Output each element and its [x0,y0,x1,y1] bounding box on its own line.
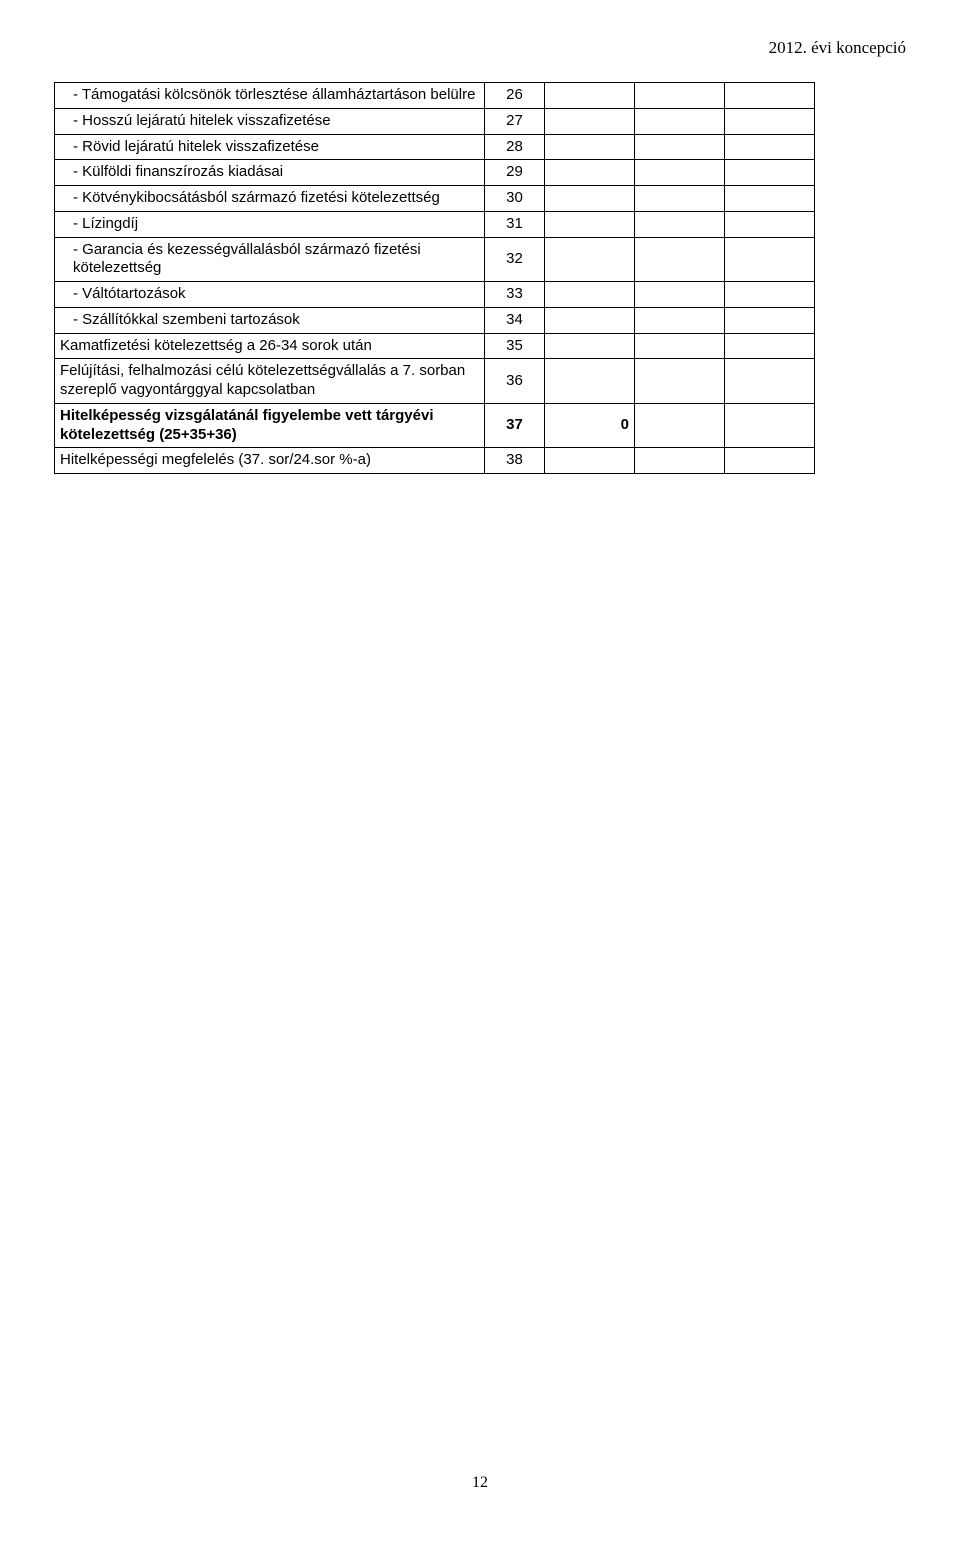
table-row: Felújítási, felhalmozási célú kötelezett… [55,359,815,404]
row-value-c [545,108,635,134]
row-value-e [725,333,815,359]
row-value-e [725,237,815,282]
row-value-d [635,211,725,237]
row-value-c [545,282,635,308]
row-value-c [545,359,635,404]
row-number: 32 [485,237,545,282]
row-value-c [545,211,635,237]
row-label: Hitelképességi megfelelés (37. sor/24.so… [55,448,485,474]
row-label: - Váltótartozások [55,282,485,308]
row-value-d [635,83,725,109]
row-label: - Külföldi finanszírozás kiadásai [55,160,485,186]
row-number: 29 [485,160,545,186]
table-row: - Szállítókkal szembeni tartozások34 [55,307,815,333]
row-value-d [635,108,725,134]
table-row: Hitelképesség vizsgálatánál figyelembe v… [55,403,815,448]
row-number: 27 [485,108,545,134]
table-row: - Rövid lejáratú hitelek visszafizetése2… [55,134,815,160]
row-label: Kamatfizetési kötelezettség a 26-34 soro… [55,333,485,359]
row-number: 38 [485,448,545,474]
row-value-d [635,333,725,359]
row-value-c: 0 [545,403,635,448]
row-value-c [545,160,635,186]
table-container: - Támogatási kölcsönök törlesztése állam… [54,82,814,474]
row-value-e [725,211,815,237]
row-label: - Szállítókkal szembeni tartozások [55,307,485,333]
row-label: Felújítási, felhalmozási célú kötelezett… [55,359,485,404]
row-value-d [635,282,725,308]
page-number: 12 [0,1474,960,1492]
table-row: - Lízingdíj31 [55,211,815,237]
data-table: - Támogatási kölcsönök törlesztése állam… [54,82,815,474]
table-row: - Váltótartozások33 [55,282,815,308]
row-value-d [635,160,725,186]
row-value-e [725,160,815,186]
row-value-e [725,282,815,308]
row-value-d [635,186,725,212]
row-label: - Garancia és kezességvállalásból szárma… [55,237,485,282]
row-value-e [725,186,815,212]
row-number: 28 [485,134,545,160]
row-value-d [635,403,725,448]
row-value-e [725,108,815,134]
row-value-c [545,83,635,109]
row-number: 30 [485,186,545,212]
row-label: Hitelképesség vizsgálatánál figyelembe v… [55,403,485,448]
row-value-e [725,134,815,160]
table-row: - Támogatási kölcsönök törlesztése állam… [55,83,815,109]
row-value-d [635,237,725,282]
row-label: - Támogatási kölcsönök törlesztése állam… [55,83,485,109]
table-row: Kamatfizetési kötelezettség a 26-34 soro… [55,333,815,359]
row-label: - Hosszú lejáratú hitelek visszafizetése [55,108,485,134]
row-number: 35 [485,333,545,359]
row-label: - Rövid lejáratú hitelek visszafizetése [55,134,485,160]
row-number: 37 [485,403,545,448]
row-value-e [725,403,815,448]
row-value-e [725,307,815,333]
row-value-c [545,186,635,212]
table-row: Hitelképességi megfelelés (37. sor/24.so… [55,448,815,474]
row-number: 36 [485,359,545,404]
row-value-d [635,307,725,333]
row-value-d [635,134,725,160]
row-label: - Kötvénykibocsátásból származó fizetési… [55,186,485,212]
row-value-d [635,359,725,404]
table-row: - Garancia és kezességvállalásból szárma… [55,237,815,282]
row-value-c [545,237,635,282]
table-row: - Hosszú lejáratú hitelek visszafizetése… [55,108,815,134]
row-number: 33 [485,282,545,308]
row-value-e [725,359,815,404]
row-label: - Lízingdíj [55,211,485,237]
table-row: - Külföldi finanszírozás kiadásai29 [55,160,815,186]
row-value-c [545,134,635,160]
page: 2012. évi koncepció - Támogatási kölcsön… [0,0,960,1548]
row-value-e [725,83,815,109]
row-number: 34 [485,307,545,333]
row-value-c [545,307,635,333]
row-value-d [635,448,725,474]
row-number: 31 [485,211,545,237]
row-value-e [725,448,815,474]
table-row: - Kötvénykibocsátásból származó fizetési… [55,186,815,212]
row-value-c [545,448,635,474]
header-right-text: 2012. évi koncepció [769,38,906,58]
row-value-c [545,333,635,359]
row-number: 26 [485,83,545,109]
